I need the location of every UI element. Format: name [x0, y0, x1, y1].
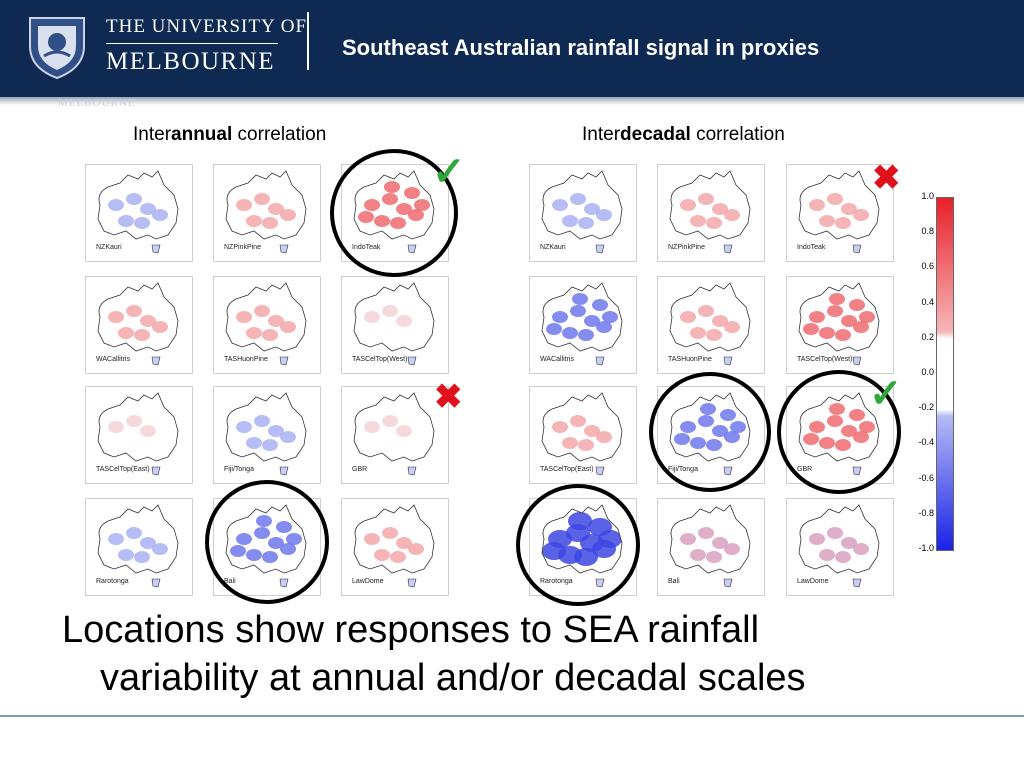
- map-label: GBR: [352, 466, 368, 473]
- map-label: LawDome: [797, 578, 829, 585]
- map-label: TASHuonPine: [668, 356, 712, 363]
- ghost-logo-text: MELBOURNE: [58, 97, 136, 109]
- australia-map: [97, 282, 179, 366]
- map-label: IndoTeak: [797, 244, 826, 251]
- logo-rule: [106, 43, 278, 44]
- australia-map: [669, 282, 751, 366]
- map-label: NZKauri: [540, 244, 566, 251]
- cross-icon: ✖: [872, 159, 901, 197]
- university-name-top: THE UNIVERSITY OF: [106, 16, 308, 37]
- australia-map: [541, 170, 623, 254]
- map-thumbnail: NZPinkPine: [657, 164, 765, 262]
- check-icon: ✓: [432, 150, 466, 194]
- map-thumbnail: LawDome: [341, 498, 449, 596]
- map-thumbnail: WACallitris: [529, 276, 637, 374]
- australia-map: [669, 170, 751, 254]
- map-thumbnail: TASHuonPine: [657, 276, 765, 374]
- australia-map: [225, 282, 307, 366]
- australia-map: [353, 392, 435, 476]
- australia-map: [97, 392, 179, 476]
- map-thumbnail: NZKauri: [529, 164, 637, 262]
- australia-map: [97, 504, 179, 588]
- cross-icon: ✖: [434, 378, 463, 416]
- summary-line-2: variability at annual and/or decadal sca…: [100, 657, 806, 699]
- colorbar-tick: 0.8: [921, 226, 934, 237]
- map-thumbnail: Fiji/Tonga: [213, 386, 321, 484]
- highlight-circle: [649, 372, 771, 492]
- map-label: NZPinkPine: [224, 244, 261, 251]
- map-label: TASCelTop(East): [540, 466, 594, 473]
- map-label: Bali: [668, 578, 680, 585]
- map-label: WACallitris: [540, 356, 574, 363]
- map-label: TASHuonPine: [224, 356, 268, 363]
- highlight-circle: [777, 370, 901, 494]
- university-name-main: MELBOURNE: [106, 48, 276, 75]
- highlight-circle: [205, 480, 329, 604]
- map-label: Fiji/Tonga: [224, 466, 254, 473]
- map-label: TASCelTop(West): [797, 356, 853, 363]
- australia-map: [541, 282, 623, 366]
- header-bar: THE UNIVERSITY OF MELBOURNE Southeast Au…: [0, 0, 1024, 97]
- map-label: NZPinkPine: [668, 244, 705, 251]
- australia-map: [97, 170, 179, 254]
- colorbar-tick: -0.4: [918, 437, 934, 448]
- header-divider: [307, 12, 309, 70]
- australia-map: [798, 282, 880, 366]
- colorbar: [936, 197, 954, 551]
- australia-map: [225, 392, 307, 476]
- map-thumbnail: LawDome: [786, 498, 894, 596]
- map-label: TASCelTop(East): [96, 466, 150, 473]
- australia-map: [798, 170, 880, 254]
- map-label: TASCelTop(West): [352, 356, 408, 363]
- australia-map: [225, 170, 307, 254]
- australia-map: [353, 504, 435, 588]
- summary-text: Locations show responses to SEA rainfall…: [62, 606, 962, 702]
- map-label: LawDome: [352, 578, 384, 585]
- map-thumbnail: NZKauri: [85, 164, 193, 262]
- map-thumbnail: Rarotonga: [85, 498, 193, 596]
- map-thumbnail: WACallitris: [85, 276, 193, 374]
- colorbar-tick: 0.0: [921, 367, 934, 377]
- colorbar-tick: 0.6: [921, 261, 934, 272]
- header-shadow: [0, 97, 1024, 105]
- colorbar-tick: 1.0: [921, 191, 934, 201]
- australia-map: [353, 282, 435, 366]
- map-label: Rarotonga: [96, 578, 129, 585]
- map-thumbnail: TASCelTop(West): [786, 276, 894, 374]
- map-thumbnail: TASCelTop(West): [341, 276, 449, 374]
- colorbar-tick: -1.0: [918, 543, 934, 553]
- highlight-circle: [330, 149, 458, 277]
- map-thumbnail: NZPinkPine: [213, 164, 321, 262]
- map-thumbnail: TASCelTop(East): [85, 386, 193, 484]
- annual-panel-title: Interannual correlation: [133, 124, 327, 145]
- map-thumbnail: TASCelTop(East): [529, 386, 637, 484]
- australia-map: [669, 504, 751, 588]
- map-label: NZKauri: [96, 244, 122, 251]
- map-thumbnail: IndoTeak: [786, 164, 894, 262]
- australia-map: [541, 392, 623, 476]
- colorbar-tick: -0.6: [918, 472, 934, 483]
- map-thumbnail: TASHuonPine: [213, 276, 321, 374]
- decadal-panel-title: Interdecadal correlation: [582, 124, 785, 145]
- map-thumbnail: Bali: [657, 498, 765, 596]
- australia-map: [798, 504, 880, 588]
- footer-rule: [0, 715, 1024, 717]
- colorbar-tick: -0.2: [918, 402, 934, 413]
- map-thumbnail: GBR: [341, 386, 449, 484]
- check-icon: ✓: [869, 372, 903, 416]
- summary-line-1: Locations show responses to SEA rainfall: [62, 609, 760, 651]
- colorbar-tick: 0.4: [921, 296, 934, 307]
- map-label: WACallitris: [96, 356, 130, 363]
- highlight-circle: [516, 484, 640, 606]
- slide-title: Southeast Australian rainfall signal in …: [342, 35, 820, 60]
- university-crest-icon: [22, 12, 92, 80]
- colorbar-tick: 0.2: [921, 331, 934, 342]
- colorbar-tick: -0.8: [918, 507, 934, 518]
